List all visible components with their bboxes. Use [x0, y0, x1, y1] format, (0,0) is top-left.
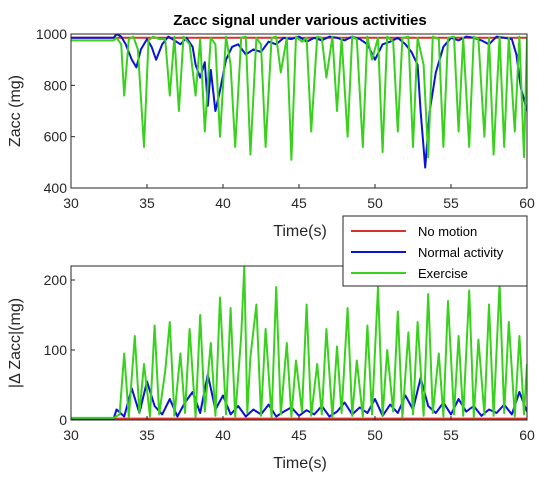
top-chart-title: Zacc signal under various activities: [173, 12, 426, 29]
top-x-tick-label: 40: [215, 195, 231, 211]
top-chart-panel: Zacc signal under various activities 30 3…: [7, 12, 535, 240]
bottom-chart-panel: 30 35 40 45 50 55 60 0 100 200 Time(s) |Δ Zacc|(…: [7, 215, 535, 472]
bottom-series-exercise: [71, 266, 527, 419]
bottom-x-tick-label: 30: [63, 427, 79, 443]
bottom-x-tick-label: 40: [215, 427, 231, 443]
top-y-tick-label: 1000: [36, 26, 67, 42]
bottom-x-tick-label: 35: [139, 427, 155, 443]
top-x-tick-label: 60: [519, 195, 535, 211]
top-series-exercise: [71, 35, 527, 161]
legend-label-exercise: Exercise: [418, 266, 468, 281]
bottom-x-tick-label: 45: [291, 427, 307, 443]
bottom-series-normal-activity: [71, 373, 527, 420]
top-x-tick-label: 55: [443, 195, 459, 211]
bottom-y-tick-label: 0: [59, 412, 67, 428]
legend: No motion Normal activity Exercise: [342, 215, 528, 287]
top-x-tick-label: 45: [291, 195, 307, 211]
bottom-y-axis: 0 100 200: [44, 272, 75, 428]
bottom-y-axis-label: |Δ Zacc|(mg): [7, 298, 24, 388]
top-y-tick-label: 400: [44, 180, 68, 196]
legend-label-no-motion: No motion: [418, 224, 477, 239]
top-x-tick-label: 35: [139, 195, 155, 211]
top-series-group: [71, 34, 527, 169]
top-x-tick-label: 50: [367, 195, 383, 211]
bottom-x-tick-label: 50: [367, 427, 383, 443]
legend-label-normal-activity: Normal activity: [418, 245, 504, 260]
bottom-x-axis: 30 35 40 45 50 55 60: [63, 416, 535, 443]
top-x-tick-label: 30: [63, 195, 79, 211]
bottom-y-tick-label: 200: [44, 272, 68, 288]
bottom-y-tick-label: 100: [44, 342, 68, 358]
top-y-axis-label: Zacc (mg): [7, 75, 24, 147]
bottom-x-tick-label: 55: [443, 427, 459, 443]
top-y-axis: 400 600 800 1000: [36, 26, 75, 196]
top-x-axis-label: Time(s): [273, 223, 327, 240]
top-y-tick-label: 800: [44, 77, 68, 93]
top-x-axis: 30 35 40 45 50 55 60: [63, 184, 535, 211]
bottom-x-axis-label: Time(s): [273, 455, 327, 472]
top-y-tick-label: 600: [44, 129, 68, 145]
bottom-x-tick-label: 60: [519, 427, 535, 443]
